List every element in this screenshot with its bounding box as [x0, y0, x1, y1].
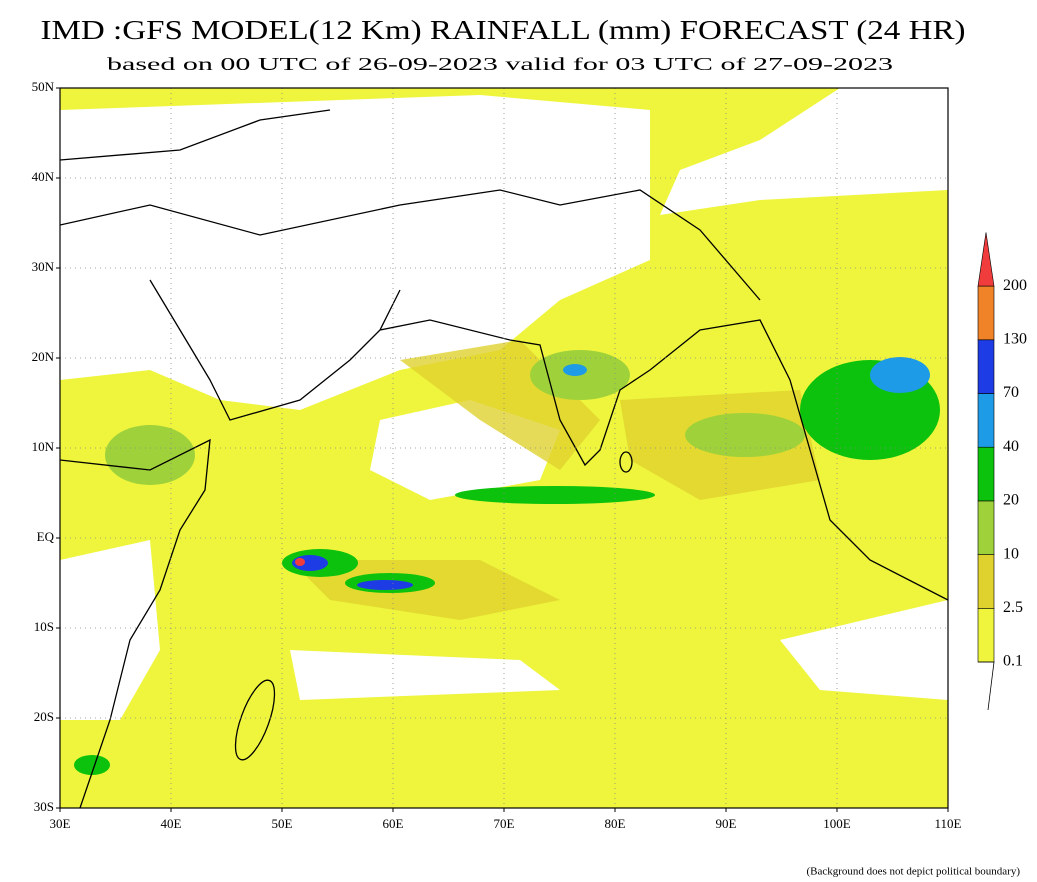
- lon-label: 100E: [823, 816, 851, 831]
- lat-label: 20N: [32, 349, 55, 364]
- lon-label: 70E: [494, 816, 515, 831]
- legend-label: 70: [1003, 384, 1019, 401]
- legend-swatch: [977, 393, 995, 448]
- lat-label: 30N: [32, 259, 55, 274]
- coastline: [60, 109, 948, 808]
- legend-swatch: [977, 446, 995, 502]
- legend-label: 130: [1003, 330, 1027, 347]
- legend: 0.1 2.5 10 20 40 70 130 200: [977, 232, 1027, 711]
- extreme-rain: [295, 558, 305, 566]
- title: IMD :GFS MODEL(12 Km) RAINFALL (mm) FORE…: [41, 15, 966, 45]
- subtitle: based on 00 UTC of 26-09-2023 valid for …: [107, 54, 893, 74]
- legend-label: 200: [1003, 277, 1027, 294]
- lon-label: 50E: [272, 816, 293, 831]
- grid: 50N 40N 30N 20N 10N EQ 10S 20S 30S 30E 40E 50E 60E 70…: [32, 79, 962, 831]
- lon-label: 90E: [716, 816, 737, 831]
- dry-area: [60, 540, 160, 720]
- legend-swatch: [977, 607, 995, 663]
- legend-label: 2.5: [1003, 599, 1023, 616]
- madagascar-outline: [234, 679, 276, 761]
- sri-lanka-outline: [619, 451, 633, 473]
- lat-label: 30S: [34, 799, 54, 814]
- legend-swatch: [977, 285, 995, 341]
- dry-area: [780, 600, 948, 700]
- lon-label: 30E: [50, 816, 71, 831]
- very-heavy-rain: [870, 357, 930, 393]
- lon-label: 80E: [605, 816, 626, 831]
- lon-label: 110E: [935, 816, 962, 831]
- lat-label: 40N: [32, 169, 55, 184]
- lat-label: 20S: [34, 709, 54, 724]
- dry-area: [60, 95, 650, 410]
- heavy-rain-area: [105, 425, 195, 485]
- dry-area: [290, 650, 560, 700]
- legend-label: 40: [1003, 438, 1019, 455]
- heavy-rain-area: [685, 413, 805, 457]
- lat-label: 50N: [32, 79, 55, 94]
- legend-tail: [978, 661, 995, 711]
- legend-swatch: [977, 232, 995, 287]
- lat-label: 10S: [34, 619, 54, 634]
- legend-swatch: [977, 500, 995, 555]
- map-frame: [59, 87, 949, 809]
- very-heavy-rain: [357, 580, 413, 590]
- heavy-rain-area: [74, 755, 110, 775]
- dry-area: [660, 88, 948, 215]
- legend-swatch: [977, 339, 995, 394]
- very-heavy-rain: [563, 364, 587, 376]
- legend-label: 10: [1003, 545, 1019, 562]
- lon-label: 40E: [161, 816, 182, 831]
- heavy-rain-area: [455, 486, 655, 504]
- lat-label: 10N: [32, 439, 55, 454]
- lon-label: 60E: [383, 816, 404, 831]
- lat-label: EQ: [37, 529, 55, 544]
- legend-label: 20: [1003, 492, 1019, 509]
- moderate-rain-area: [290, 560, 560, 620]
- legend-label: 0.1: [1003, 653, 1023, 670]
- footnote: (Background does not depict political bo…: [806, 866, 1020, 878]
- legend-swatch: [977, 554, 995, 609]
